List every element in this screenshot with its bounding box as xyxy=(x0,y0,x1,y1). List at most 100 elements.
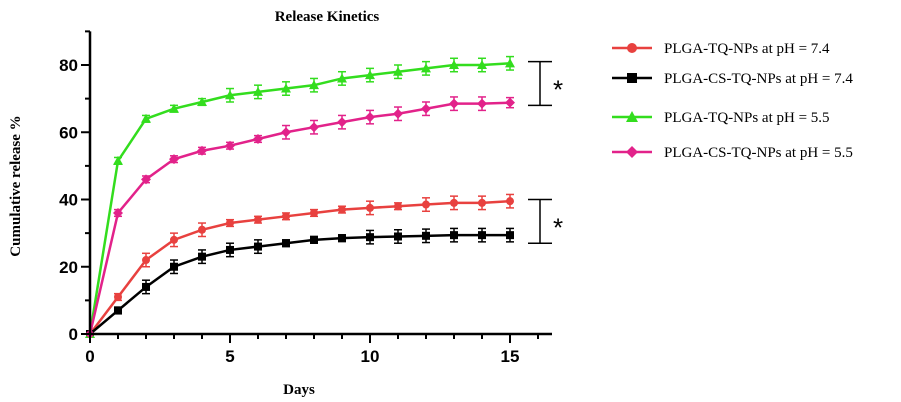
data-point xyxy=(477,98,487,109)
chart-title: Release Kinetics xyxy=(275,9,380,25)
x-tick-label: 15 xyxy=(501,347,520,366)
series-2 xyxy=(86,227,514,338)
legend-item-1: PLGA-TQ-NPs at pH = 7.4 xyxy=(612,41,830,57)
data-point xyxy=(282,239,290,248)
data-point xyxy=(281,127,291,138)
data-point xyxy=(225,90,235,100)
series-line xyxy=(88,101,511,335)
plot-area xyxy=(85,55,515,339)
data-point xyxy=(170,235,178,244)
legend-item-4: PLGA-CS-TQ-NPs at pH = 5.5 xyxy=(612,145,853,161)
legend-marker xyxy=(627,43,637,53)
data-point xyxy=(254,242,262,251)
data-point xyxy=(309,122,319,133)
data-point xyxy=(393,108,403,119)
legend-label: PLGA-TQ-NPs at pH = 7.4 xyxy=(664,41,830,57)
significance-bracket-1: * xyxy=(528,198,563,244)
data-point xyxy=(141,113,151,123)
legend-marker xyxy=(626,111,638,122)
series-1 xyxy=(86,193,514,338)
data-point xyxy=(394,202,402,211)
significance-bracket-2: * xyxy=(528,60,563,107)
data-point xyxy=(477,60,487,69)
data-point xyxy=(142,282,150,291)
data-point xyxy=(506,231,514,240)
data-point xyxy=(365,70,375,80)
y-axis-label: Cumulative release % xyxy=(8,115,24,256)
legend-item-3: PLGA-TQ-NPs at pH = 5.5 xyxy=(612,110,830,126)
data-point xyxy=(366,203,374,212)
data-point xyxy=(505,97,515,108)
data-point xyxy=(310,235,318,244)
data-point xyxy=(309,80,319,90)
y-tick-label: 0 xyxy=(69,325,78,344)
x-tick-label: 10 xyxy=(361,347,380,366)
data-point xyxy=(422,200,430,209)
data-point xyxy=(170,262,178,271)
data-point xyxy=(113,155,123,165)
data-point xyxy=(450,198,458,207)
series-line xyxy=(89,233,510,335)
x-tick-label: 5 xyxy=(225,347,234,366)
significance-annotations: ** xyxy=(528,60,563,244)
data-point xyxy=(338,205,346,214)
y-tick-label: 60 xyxy=(59,123,78,142)
series-line xyxy=(88,62,511,335)
data-point xyxy=(337,117,347,128)
legend-label: PLGA-TQ-NPs at pH = 5.5 xyxy=(664,110,830,126)
data-point xyxy=(506,197,514,206)
data-point xyxy=(225,140,235,151)
series-4 xyxy=(85,96,515,339)
data-point xyxy=(449,98,459,109)
data-point xyxy=(198,252,206,261)
data-point xyxy=(478,231,486,240)
data-point xyxy=(197,145,207,156)
legend-marker xyxy=(626,146,638,158)
legend-label: PLGA-CS-TQ-NPs at pH = 5.5 xyxy=(664,145,853,161)
data-point xyxy=(113,207,123,218)
data-point xyxy=(422,231,430,240)
data-point xyxy=(449,60,459,69)
data-point xyxy=(142,256,150,265)
data-point xyxy=(366,233,374,242)
y-tick-label: 40 xyxy=(59,191,78,210)
data-point xyxy=(281,83,291,93)
data-point xyxy=(114,293,122,302)
data-point xyxy=(141,174,151,185)
series-line xyxy=(89,199,511,335)
y-axis: 0 20 40 60 80 xyxy=(59,30,92,344)
legend-marker xyxy=(627,73,637,83)
significance-star: * xyxy=(553,212,563,242)
data-point xyxy=(478,198,486,207)
data-point xyxy=(450,231,458,240)
series-3 xyxy=(85,55,515,338)
y-tick-label: 80 xyxy=(59,56,78,75)
significance-star: * xyxy=(553,74,563,104)
x-tick-label: 0 xyxy=(85,347,94,366)
data-point xyxy=(169,103,179,113)
legend-item-2: PLGA-CS-TQ-NPs at pH = 7.4 xyxy=(612,71,853,87)
legend: PLGA-TQ-NPs at pH = 7.4 PLGA-CS-TQ-NPs at… xyxy=(612,41,853,161)
data-point xyxy=(253,86,263,96)
data-point xyxy=(197,96,207,106)
data-point xyxy=(282,212,290,221)
data-point xyxy=(226,245,234,254)
data-point xyxy=(310,208,318,217)
data-point xyxy=(393,66,403,76)
data-point xyxy=(198,225,206,234)
x-axis-label: Days xyxy=(283,382,315,398)
data-point xyxy=(365,112,375,123)
data-point xyxy=(338,234,346,243)
data-point xyxy=(505,58,515,68)
legend-label: PLGA-CS-TQ-NPs at pH = 7.4 xyxy=(664,71,853,87)
x-axis: 0 5 10 15 xyxy=(85,332,552,366)
data-point xyxy=(421,103,431,114)
data-point xyxy=(394,232,402,241)
data-point xyxy=(254,215,262,224)
data-point xyxy=(169,154,179,165)
data-point xyxy=(337,73,347,83)
y-tick-label: 20 xyxy=(59,258,78,277)
data-point xyxy=(226,219,234,228)
data-point xyxy=(114,306,122,315)
